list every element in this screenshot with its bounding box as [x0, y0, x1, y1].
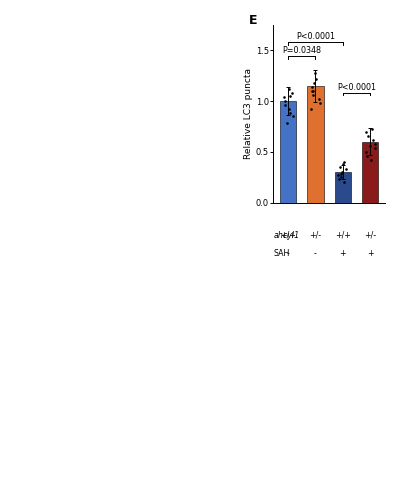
Bar — [307, 86, 324, 202]
Point — [281, 93, 287, 101]
Text: P=0.0348: P=0.0348 — [282, 46, 321, 55]
Point — [290, 112, 296, 120]
Point — [339, 168, 345, 176]
Text: E: E — [248, 14, 257, 28]
Text: +: + — [340, 248, 346, 258]
Point — [309, 83, 316, 91]
Point — [341, 158, 347, 166]
Text: P<0.0001: P<0.0001 — [337, 82, 376, 92]
Point — [370, 136, 376, 143]
Point — [309, 87, 316, 95]
Point — [338, 173, 344, 181]
Point — [364, 152, 370, 160]
Point — [310, 91, 316, 99]
Point — [282, 97, 288, 105]
Bar — [280, 101, 296, 202]
Text: +: + — [367, 248, 373, 258]
Point — [340, 160, 346, 168]
Point — [369, 126, 375, 134]
Text: -: - — [314, 248, 317, 258]
Point — [365, 132, 371, 140]
Point — [286, 85, 292, 93]
Text: -: - — [287, 248, 290, 258]
Point — [317, 99, 323, 107]
Text: +/-: +/- — [364, 231, 376, 240]
Point — [312, 68, 318, 76]
Point — [363, 128, 369, 136]
Point — [312, 75, 319, 83]
Text: SAH: SAH — [274, 248, 290, 258]
Text: +/+: +/+ — [335, 231, 351, 240]
Y-axis label: Relative LC3 puncta: Relative LC3 puncta — [244, 68, 253, 159]
Point — [310, 79, 317, 87]
Point — [338, 170, 345, 178]
Point — [287, 109, 294, 117]
Point — [342, 165, 349, 173]
Text: +/-: +/- — [309, 231, 321, 240]
Point — [316, 95, 322, 103]
Point — [286, 105, 292, 113]
Point — [368, 156, 374, 164]
Point — [308, 105, 314, 113]
Point — [288, 89, 295, 97]
Point — [366, 142, 373, 150]
Bar — [362, 142, 378, 203]
Point — [371, 140, 378, 147]
Text: +/+: +/+ — [280, 231, 296, 240]
Point — [336, 175, 342, 183]
Point — [284, 120, 290, 128]
Point — [282, 101, 288, 109]
Point — [337, 163, 343, 171]
Point — [363, 148, 369, 156]
Point — [335, 171, 342, 179]
Point — [287, 92, 293, 100]
Bar — [334, 172, 351, 203]
Point — [341, 178, 347, 186]
Point — [371, 144, 378, 152]
Text: ahcyl1: ahcyl1 — [274, 231, 300, 240]
Point — [310, 87, 317, 95]
Text: P<0.0001: P<0.0001 — [296, 32, 335, 41]
